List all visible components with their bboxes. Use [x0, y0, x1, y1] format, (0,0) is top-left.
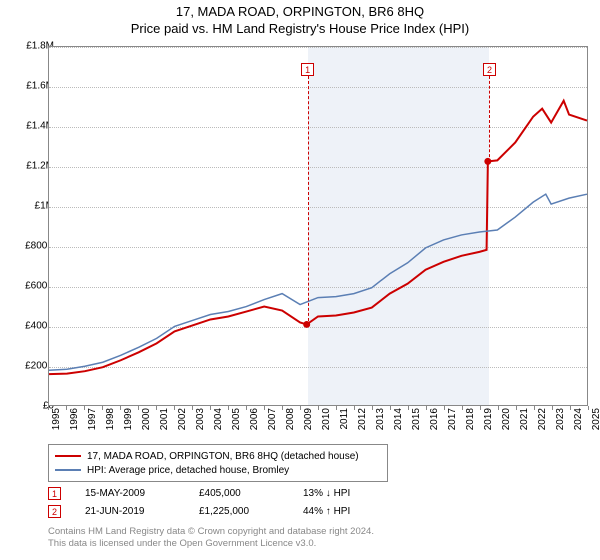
- legend-item: HPI: Average price, detached house, Brom…: [55, 463, 381, 477]
- x-axis-label: 2016: [429, 408, 440, 438]
- x-axis-label: 2017: [447, 408, 458, 438]
- x-axis-label: 2009: [303, 408, 314, 438]
- series-hpi: [49, 194, 587, 370]
- title-subtitle: Price paid vs. HM Land Registry's House …: [0, 21, 600, 36]
- x-axis-label: 2002: [177, 408, 188, 438]
- x-axis-label: 2006: [249, 408, 260, 438]
- sale-date: 15-MAY-2009: [85, 488, 175, 499]
- x-axis-label: 2024: [573, 408, 584, 438]
- legend: 17, MADA ROAD, ORPINGTON, BR6 8HQ (detac…: [48, 444, 388, 482]
- sale-delta: 13% ↓ HPI: [303, 488, 350, 499]
- sale-marker-box: 1: [301, 63, 314, 76]
- x-axis-label: 2013: [375, 408, 386, 438]
- x-axis-label: 2020: [501, 408, 512, 438]
- x-axis-label: 2003: [195, 408, 206, 438]
- chart-plot-area: 12: [48, 46, 588, 406]
- x-axis-label: 1999: [123, 408, 134, 438]
- chart-container: 17, MADA ROAD, ORPINGTON, BR6 8HQ Price …: [0, 0, 600, 560]
- sale-row-marker: 2: [48, 505, 61, 518]
- x-axis-label: 2025: [591, 408, 600, 438]
- sale-price: £1,225,000: [199, 506, 279, 517]
- title-address: 17, MADA ROAD, ORPINGTON, BR6 8HQ: [0, 4, 600, 19]
- legend-swatch: [55, 469, 81, 471]
- chart-lines: [49, 47, 587, 405]
- sale-row-marker: 1: [48, 487, 61, 500]
- x-axis-label: 1997: [87, 408, 98, 438]
- x-axis-label: 2004: [213, 408, 224, 438]
- x-axis-label: 2011: [339, 408, 350, 438]
- sale-date: 21-JUN-2019: [85, 506, 175, 517]
- x-axis-label: 2022: [537, 408, 548, 438]
- x-axis-label: 2008: [285, 408, 296, 438]
- series-property: [49, 101, 587, 374]
- x-axis-label: 2000: [141, 408, 152, 438]
- sales-table: 1 15-MAY-2009 £405,000 13% ↓ HPI 2 21-JUN-201…: [48, 484, 588, 520]
- legend-item: 17, MADA ROAD, ORPINGTON, BR6 8HQ (detac…: [55, 449, 381, 463]
- sale-marker-line: [308, 76, 309, 326]
- sale-marker-line: [489, 76, 490, 162]
- x-axis-label: 2012: [357, 408, 368, 438]
- sale-marker-box: 2: [483, 63, 496, 76]
- sale-price: £405,000: [199, 488, 279, 499]
- x-axis-label: 2021: [519, 408, 530, 438]
- x-axis-label: 2023: [555, 408, 566, 438]
- sale-delta: 44% ↑ HPI: [303, 506, 350, 517]
- x-axis-label: 2015: [411, 408, 422, 438]
- x-axis-label: 2010: [321, 408, 332, 438]
- sale-row: 2 21-JUN-2019 £1,225,000 44% ↑ HPI: [48, 502, 588, 520]
- footnote: Contains HM Land Registry data © Crown c…: [48, 526, 374, 551]
- footnote-line1: Contains HM Land Registry data © Crown c…: [48, 526, 374, 538]
- x-axis-label: 1995: [51, 408, 62, 438]
- x-axis-label: 2005: [231, 408, 242, 438]
- legend-swatch: [55, 455, 81, 457]
- x-axis-label: 1998: [105, 408, 116, 438]
- x-axis-label: 2001: [159, 408, 170, 438]
- x-axis-label: 2014: [393, 408, 404, 438]
- legend-label: HPI: Average price, detached house, Brom…: [87, 465, 289, 476]
- title-block: 17, MADA ROAD, ORPINGTON, BR6 8HQ Price …: [0, 0, 600, 36]
- x-axis-label: 1996: [69, 408, 80, 438]
- legend-label: 17, MADA ROAD, ORPINGTON, BR6 8HQ (detac…: [87, 451, 359, 462]
- sale-row: 1 15-MAY-2009 £405,000 13% ↓ HPI: [48, 484, 588, 502]
- x-axis-label: 2018: [465, 408, 476, 438]
- x-axis-label: 2019: [483, 408, 494, 438]
- footnote-line2: This data is licensed under the Open Gov…: [48, 538, 374, 550]
- x-axis-label: 2007: [267, 408, 278, 438]
